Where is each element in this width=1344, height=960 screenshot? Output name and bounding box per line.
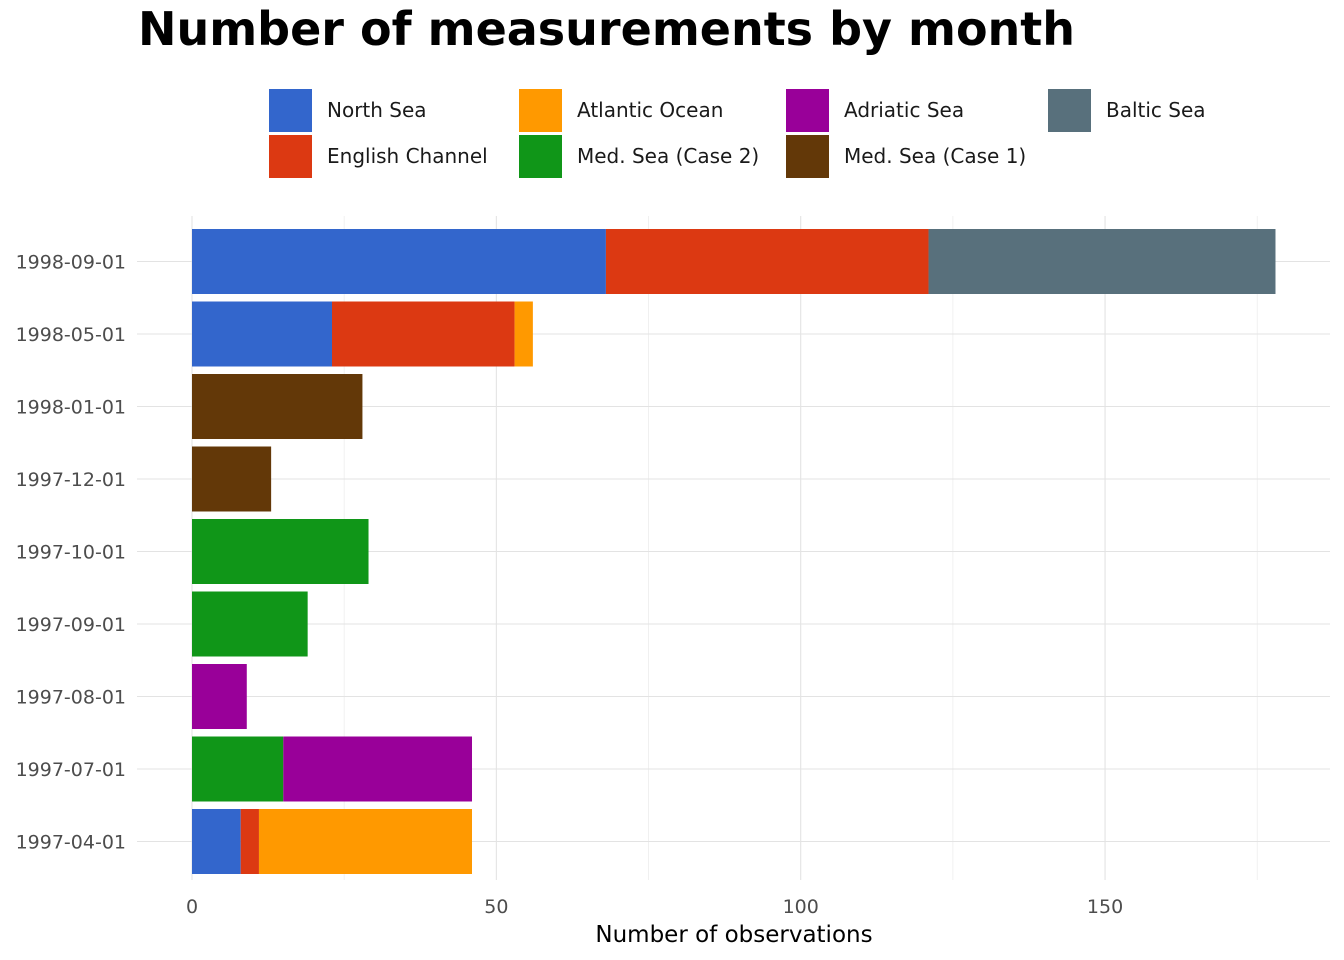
bar-med-sea-case-1 — [192, 374, 363, 439]
bar-med-sea-case-2 — [192, 519, 369, 584]
bar-north-sea — [192, 809, 241, 874]
legend-label: Baltic Sea — [1106, 98, 1206, 122]
x-tick-label: 50 — [484, 896, 508, 918]
y-tick-label: 1997-04-01 — [16, 832, 126, 854]
legend-swatch — [519, 134, 562, 178]
y-tick-label: 1997-08-01 — [16, 687, 126, 709]
bar-med-sea-case-2 — [192, 736, 284, 802]
x-axis-ticks: 0 50 100 150 — [186, 896, 1123, 918]
legend: North Sea Atlantic Ocean Adriatic Sea Balti… — [0, 0, 1344, 190]
bar-atlantic-ocean — [258, 809, 473, 874]
y-tick-label: 1998-05-01 — [16, 324, 126, 346]
legend-label: North Sea — [327, 98, 427, 122]
legend-label: Med. Sea (Case 1) — [844, 144, 1027, 168]
legend-label: English Channel — [327, 144, 488, 168]
x-tick-label: 100 — [783, 896, 819, 918]
bar-english-channel — [605, 229, 929, 294]
legend-item-english-channel: English Channel — [269, 134, 488, 178]
y-tick-label: 1998-01-01 — [16, 397, 126, 419]
bar-english-channel — [240, 809, 259, 874]
legend-item-med-sea-case-1: Med. Sea (Case 1) — [786, 134, 1026, 178]
chart-title: Number of measurements by month — [138, 2, 1076, 56]
legend-swatch — [786, 88, 829, 132]
legend-swatch — [1048, 88, 1091, 132]
legend-swatch — [269, 134, 312, 178]
y-tick-label: 1997-07-01 — [16, 759, 126, 781]
y-tick-label: 1997-09-01 — [16, 614, 126, 636]
x-tick-label: 0 — [186, 896, 198, 918]
legend-item-adriatic-sea: Adriatic Sea — [786, 88, 964, 132]
bar-adriatic-sea — [283, 736, 473, 802]
legend-swatch — [786, 134, 829, 178]
bar-north-sea — [192, 229, 606, 294]
bar-north-sea — [192, 301, 333, 367]
legend-item-baltic-sea: Baltic Sea — [1048, 88, 1206, 132]
bar-atlantic-ocean — [514, 301, 533, 367]
y-axis-ticks: 1998-09-01 1998-05-01 1998-01-01 1997-12-01… — [16, 252, 126, 854]
bar-adriatic-sea — [192, 664, 247, 729]
legend-item-med-sea-case-2: Med. Sea (Case 2) — [519, 134, 759, 178]
bar-english-channel — [332, 301, 515, 367]
x-tick-label: 150 — [1087, 896, 1123, 918]
bars — [192, 229, 1276, 874]
legend-label: Adriatic Sea — [844, 98, 965, 122]
legend-item-north-sea: North Sea — [269, 88, 427, 132]
y-tick-label: 1997-10-01 — [16, 542, 126, 564]
x-axis-title: Number of observations — [595, 922, 872, 948]
y-tick-label: 1998-09-01 — [16, 252, 126, 274]
bar-baltic-sea — [928, 229, 1276, 294]
bar-med-sea-case-2 — [192, 591, 308, 657]
legend-swatch — [269, 88, 312, 132]
legend-label: Atlantic Ocean — [577, 98, 724, 122]
legend-label: Med. Sea (Case 2) — [577, 144, 760, 168]
legend-item-atlantic-ocean: Atlantic Ocean — [519, 88, 723, 132]
legend-swatch — [519, 88, 562, 132]
bar-med-sea-case-1 — [192, 446, 272, 512]
y-tick-label: 1997-12-01 — [16, 469, 126, 491]
